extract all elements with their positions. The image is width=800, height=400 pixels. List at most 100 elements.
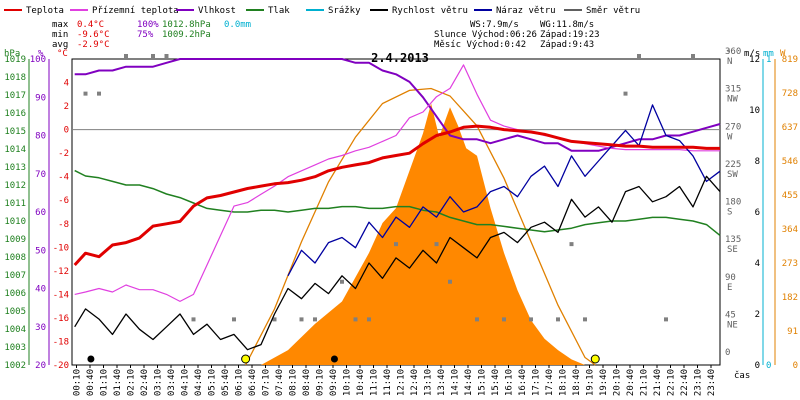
x-tick-label: 16:40 xyxy=(518,369,528,396)
stat-min-press: 1009.2hPa xyxy=(162,30,211,40)
stat-max-press: 1012.8hPa xyxy=(162,20,211,30)
legend-label: Náraz větru xyxy=(496,6,556,16)
x-tick-label: 20:10 xyxy=(613,369,623,396)
x-tick-label: 20:40 xyxy=(626,369,636,396)
x-tick-label: 21:40 xyxy=(653,369,663,396)
legend-label: Srážky xyxy=(328,6,361,16)
moon-set: Západ:9:43 xyxy=(540,40,594,50)
x-tick-label: 14:10 xyxy=(451,369,461,396)
x-tick-label: 23:40 xyxy=(707,369,717,396)
x-axis-label: čas xyxy=(734,370,750,381)
legend: Teplota Přízemní teplota Vlhkost Tlak Srážky… xyxy=(4,6,640,16)
x-tick-label: 14:40 xyxy=(464,369,474,396)
x-tick-label: 06:10 xyxy=(235,369,245,396)
x-tick-label: 11:40 xyxy=(383,369,393,396)
direction-point xyxy=(313,317,317,322)
sun-marker xyxy=(241,354,251,364)
pressure-axis-tick: 1019 xyxy=(4,55,26,65)
axis-unit: % xyxy=(38,49,44,59)
direction-label: N xyxy=(727,57,732,67)
direction-point xyxy=(124,54,128,58)
temperature-axis-tick: -6 xyxy=(58,196,69,206)
moon-rise: Měsíc Východ:0:42 xyxy=(434,40,526,50)
solar-tick: 455 xyxy=(782,191,798,201)
pressure-axis-tick: 1013 xyxy=(4,163,26,173)
pressure-axis-tick: 1007 xyxy=(4,271,26,281)
x-tick-label: 21:10 xyxy=(640,369,650,396)
legend-label: Směr větru xyxy=(586,6,640,16)
temperature-axis-tick: -20 xyxy=(53,361,69,371)
x-tick-label: 09:10 xyxy=(316,369,326,396)
stat-min-hum: 75% xyxy=(137,30,154,40)
x-tick-label: 04:40 xyxy=(194,369,204,396)
x-tick-label: 15:40 xyxy=(491,369,501,396)
legend-label: Rychlost větru xyxy=(392,6,468,16)
temperature-line xyxy=(73,124,720,267)
x-tick-label: 07:10 xyxy=(262,369,272,396)
solar-tick: 91 xyxy=(787,327,798,337)
moon-marker xyxy=(330,355,338,363)
sun-marker xyxy=(590,354,600,364)
direction-tick: 90 xyxy=(725,273,736,283)
x-tick-label: 01:40 xyxy=(113,369,123,396)
direction-point xyxy=(164,54,169,58)
direction-label: NW xyxy=(727,95,738,105)
axis-unit: m/s xyxy=(744,49,760,59)
x-tick-label: 23:10 xyxy=(694,369,704,396)
wind-ws: WS:7.9m/s xyxy=(470,20,519,30)
solar-tick: 546 xyxy=(782,157,798,167)
pressure-axis-tick: 1015 xyxy=(4,127,26,137)
x-tick-label: 06:40 xyxy=(248,369,258,396)
axis-unit: ° xyxy=(726,49,731,59)
x-tick-label: 16:10 xyxy=(505,369,515,396)
direction-point xyxy=(556,317,560,322)
direction-label: SW xyxy=(727,170,738,180)
ground-temp-line xyxy=(74,64,720,302)
x-tick-label: 00:40 xyxy=(86,369,96,396)
sun-rise: Slunce Východ:06:26 xyxy=(434,30,537,40)
x-tick-label: 08:10 xyxy=(289,369,299,396)
direction-tick: 270 xyxy=(725,122,741,132)
x-tick-label: 09:40 xyxy=(329,369,339,396)
pressure-axis-tick: 1016 xyxy=(4,109,26,119)
solar-tick: 364 xyxy=(782,225,798,235)
direction-point xyxy=(637,54,641,58)
x-tick-label: 08:40 xyxy=(302,369,312,396)
x-tick-label: 10:10 xyxy=(343,369,353,396)
direction-point xyxy=(569,242,574,247)
solar-tick: 273 xyxy=(782,259,798,269)
x-tick-label: 05:10 xyxy=(208,369,218,396)
temperature-axis-tick: -4 xyxy=(58,173,69,183)
direction-tick: 135 xyxy=(725,235,741,245)
direction-label: W xyxy=(727,132,733,142)
pressure-axis-tick: 1003 xyxy=(4,343,26,353)
humidity-axis-tick: 70 xyxy=(35,170,46,180)
direction-label: E xyxy=(727,283,732,293)
temperature-axis-tick: -8 xyxy=(58,220,69,230)
sun-set: Západ:19:23 xyxy=(540,30,600,40)
pressure-axis-tick: 1008 xyxy=(4,253,26,263)
temperature-axis-tick: -18 xyxy=(53,337,69,347)
direction-point xyxy=(367,317,371,322)
x-tick-label: 19:40 xyxy=(599,369,609,396)
x-tick-label: 04:10 xyxy=(181,369,191,396)
humidity-axis-tick: 60 xyxy=(35,208,46,218)
axis-unit: W xyxy=(780,49,786,59)
direction-point xyxy=(299,317,304,322)
pressure-axis-tick: 1011 xyxy=(4,199,26,209)
direction-tick: 180 xyxy=(725,198,741,208)
direction-tick: 360 xyxy=(725,47,741,57)
speed-tick: 10 xyxy=(749,106,760,116)
pressure-axis-tick: 1017 xyxy=(4,91,26,101)
humidity-axis-tick: 50 xyxy=(35,246,46,256)
stats-block: max 0.4°C 100% 1012.8hPa 0.0mm min -9.6°… xyxy=(52,20,600,50)
speed-tick: 2 xyxy=(755,310,760,320)
x-tick-label: 03:40 xyxy=(167,369,177,396)
legend-label: Teplota xyxy=(26,6,64,16)
direction-point xyxy=(529,317,533,322)
x-tick-label: 07:40 xyxy=(275,369,285,396)
legend-label: Přízemní teplota xyxy=(92,6,179,16)
pressure-axis-tick: 1018 xyxy=(4,73,26,83)
pressure-axis-tick: 1014 xyxy=(4,145,26,155)
